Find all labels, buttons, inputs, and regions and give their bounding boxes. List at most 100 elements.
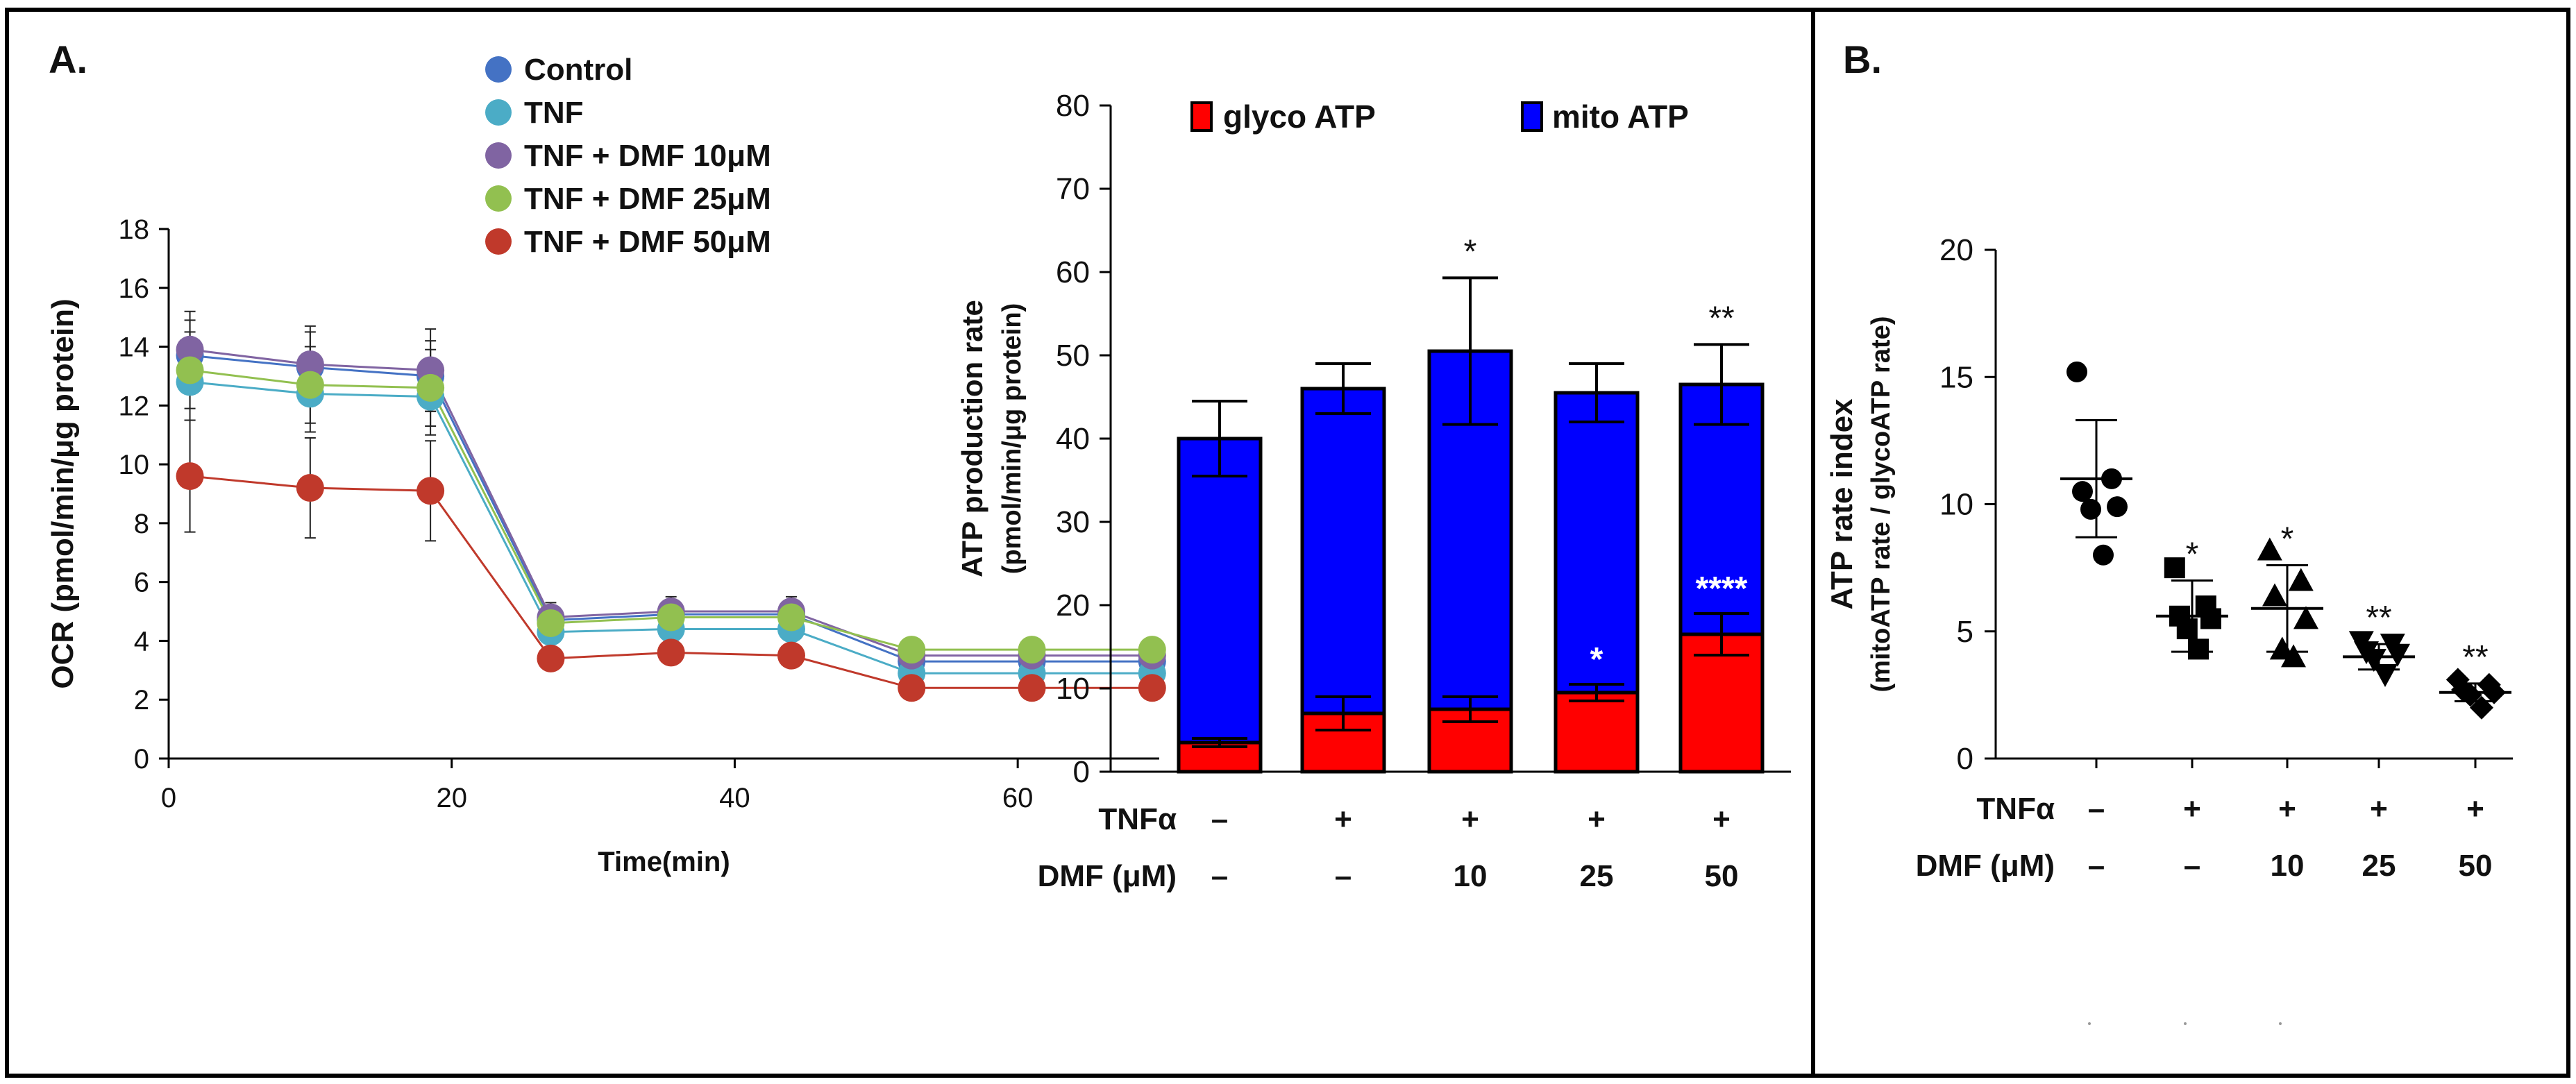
- data-point: [2288, 568, 2314, 591]
- data-point: [1018, 674, 1046, 702]
- row-value: +: [2183, 792, 2201, 826]
- significance-mark: ****: [1696, 570, 1748, 607]
- legend-label: mito ATP: [1552, 99, 1689, 135]
- data-point: [2072, 481, 2093, 502]
- significance-mark: **: [2462, 639, 2488, 676]
- data-point: [1138, 674, 1166, 702]
- y-tick-label: 8: [134, 509, 149, 539]
- data-point: [2262, 583, 2287, 607]
- legend-label: glyco ATP: [1223, 99, 1376, 135]
- y-tick-label: 50: [1056, 339, 1090, 373]
- y-axis-subtitle: (mitoATP rate / glycoATP rate): [1867, 316, 1896, 693]
- legend-marker: [485, 228, 512, 255]
- data-point: [777, 603, 805, 632]
- y-tick-label: 2: [134, 685, 149, 715]
- legend-label: TNF + DMF 50μM: [524, 225, 771, 259]
- data-point: [2080, 498, 2101, 520]
- y-axis-title: ATP production rate: [956, 300, 988, 577]
- significance-mark: *: [2186, 536, 2199, 573]
- data-point: [1138, 636, 1166, 664]
- atp-index-scatter-chart: 0 5 10 15 20 ATP rate index (mitoATP rate / gl…: [1825, 233, 2513, 883]
- data-point: [537, 609, 565, 638]
- data-point: [2200, 608, 2221, 629]
- y-tick-label: 4: [134, 626, 149, 657]
- y-tick-label: 10: [119, 450, 150, 480]
- y-tick-label: 6: [134, 568, 149, 598]
- data-point: [2107, 496, 2128, 518]
- y-tick-label: 0: [1957, 742, 1973, 776]
- row-value: +: [2466, 792, 2484, 826]
- y-tick-label: 20: [1056, 588, 1090, 623]
- x-tick-label: 0: [161, 783, 176, 813]
- x-axis-title: Time(min): [598, 847, 730, 877]
- row-value: +: [1588, 802, 1606, 836]
- row-value: –: [2088, 849, 2105, 883]
- y-tick-label: 10: [1939, 488, 1973, 522]
- data-point: [296, 350, 324, 378]
- data-point: [416, 477, 445, 505]
- row-value: –: [2088, 792, 2105, 826]
- x-tick-label: 40: [719, 783, 750, 813]
- bar-glyco: [1678, 632, 1765, 774]
- ocr-line-chart: 0 2 4 6 8 10 12 14 16 18 0 20 40 60 Time(min) OCR (pmol…: [46, 53, 1166, 877]
- data-point: [2385, 643, 2410, 667]
- data-point: [2293, 606, 2318, 629]
- y-tick-label: 0: [1073, 755, 1090, 789]
- legend-label: TNF + DMF 10μM: [524, 139, 771, 173]
- data-point: [898, 674, 926, 702]
- y-tick-label: 12: [119, 391, 150, 421]
- data-point: [777, 641, 805, 670]
- significance-mark: **: [1708, 300, 1734, 337]
- data-point: [2093, 544, 2114, 566]
- speck: [2088, 1022, 2091, 1025]
- legend-label: TNF + DMF 25μM: [524, 182, 771, 216]
- legend-marker: [485, 99, 512, 126]
- row-value: 25: [1580, 859, 1614, 893]
- data-point: [898, 636, 926, 664]
- data-point: [2281, 644, 2306, 668]
- y-tick-label: 0: [134, 744, 149, 774]
- y-tick-label: 30: [1056, 505, 1090, 539]
- row-value: +: [1461, 802, 1479, 836]
- row-value: 25: [2362, 849, 2396, 883]
- y-tick-label: 80: [1056, 89, 1090, 123]
- legend-label: TNF: [524, 96, 584, 130]
- row-label: TNFα: [1098, 802, 1177, 836]
- y-tick-label: 15: [1939, 360, 1973, 394]
- data-point: [2373, 664, 2398, 688]
- data-point: [537, 644, 565, 672]
- row-value: 50: [2459, 849, 2493, 883]
- y-tick-label: 10: [1056, 672, 1090, 706]
- figure-frame: [5, 8, 2570, 1078]
- data-point: [2066, 361, 2087, 382]
- data-point: [296, 371, 324, 399]
- data-point: [2176, 618, 2198, 640]
- y-tick-label: 5: [1957, 615, 1973, 649]
- row-value: +: [1712, 802, 1731, 836]
- row-value: –: [1335, 859, 1352, 893]
- x-tick-label: 20: [436, 783, 467, 813]
- data-point: [416, 373, 445, 402]
- data-point: [176, 462, 204, 491]
- y-axis-subtitle: (pmol/min/μg protein): [997, 303, 1027, 575]
- atp-stacked-bar-chart: 0 10 20 30 40 50 60 70 80 ATP production rate (pmo…: [956, 89, 1791, 893]
- row-value: +: [2370, 792, 2388, 826]
- legend-marker: [485, 56, 512, 83]
- row-value: –: [1211, 859, 1228, 893]
- row-value: +: [1334, 802, 1352, 836]
- row-value: –: [1211, 802, 1228, 836]
- y-tick-label: 16: [119, 273, 150, 304]
- legend-swatch-glyco: [1190, 101, 1213, 132]
- data-point: [2257, 537, 2282, 561]
- y-tick-label: 14: [119, 332, 150, 363]
- row-value: +: [2278, 792, 2296, 826]
- significance-mark: *: [2281, 520, 2294, 557]
- data-point: [1018, 636, 1046, 664]
- row-value: –: [2184, 849, 2200, 883]
- x-tick-label: 60: [1002, 783, 1034, 813]
- panel-label-b: B.: [1843, 37, 1882, 81]
- y-axis-title: ATP rate index: [1825, 398, 1859, 610]
- significance-mark: *: [1590, 641, 1603, 678]
- y-tick-label: 40: [1056, 422, 1090, 456]
- data-point: [2361, 649, 2386, 672]
